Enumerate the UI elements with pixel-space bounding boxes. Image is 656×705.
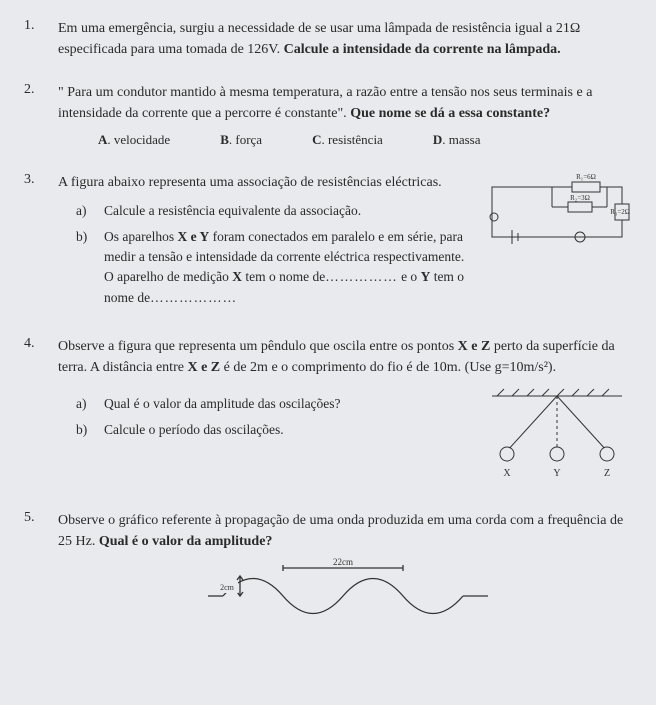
q4-a-label: a) — [76, 394, 94, 414]
q4-xz1: X e Z — [458, 339, 491, 354]
wave-diagram: 22cm 2cm — [208, 556, 488, 626]
question-1: 1. Em uma emergência, surgiu a necessida… — [24, 18, 632, 60]
r1-label: R₁=6Ω — [576, 173, 596, 181]
q3-a-text: Calcule a resistência equivalente da ass… — [104, 201, 472, 221]
q2-opt-d: D. massa — [433, 130, 481, 150]
q3-b-1: Os aparelhos — [104, 229, 177, 244]
q3-number: 3. — [24, 172, 44, 314]
amplitude-label: 2cm — [220, 583, 235, 592]
q4-b-label: b) — [76, 420, 94, 440]
pendulum-x-label: X — [503, 468, 511, 479]
r2-label: R₂=3Ω — [570, 194, 590, 202]
q2-opt-c: C. resistência — [312, 130, 383, 150]
exam-page: 1. Em uma emergência, surgiu a necessida… — [0, 0, 656, 705]
q1-text-a: Em uma emergência, surgiu a necessidade … — [58, 21, 580, 36]
pendulum-diagram: X Y Z — [482, 386, 632, 481]
q5-body: Observe o gráfico referente à propagação… — [58, 510, 632, 633]
q1-number: 1. — [24, 18, 44, 60]
q5-number: 5. — [24, 510, 44, 633]
question-4: 4. Observe a figura que representa um pê… — [24, 336, 632, 488]
question-2: 2. " Para um condutor mantido à mesma te… — [24, 82, 632, 150]
q4-sub-b: b) Calcule o período das oscilações. — [76, 420, 472, 440]
q3-b-label: b) — [76, 227, 94, 308]
question-3: 3. A figura abaixo representa uma associ… — [24, 172, 632, 314]
q3-b-y: Y — [421, 269, 431, 284]
q2-text-a: " Para um condutor mantido à mesma tempe… — [58, 85, 592, 100]
q4-text-a: Observe a figura que representa um pêndu… — [58, 339, 458, 354]
q2-options: A. velocidade B. força C. resistência D.… — [58, 130, 632, 150]
q3-intro: A figura abaixo representa uma associaçã… — [58, 175, 442, 190]
q2-opt-b: B. força — [220, 130, 262, 150]
q3-sub-b: b) Os aparelhos X e Y foram conectados e… — [76, 227, 472, 308]
q3-dots2: ……………… — [150, 290, 237, 305]
q2-opt-a: A. velocidade — [98, 130, 170, 150]
pendulum-y-label: Y — [553, 468, 560, 479]
q2-opt-d-text: massa — [449, 132, 481, 147]
q2-bold: Que nome se dá a essa constante? — [350, 106, 550, 121]
q2-opt-a-text: velocidade — [114, 132, 170, 147]
q3-b-3: tem o nome de — [242, 269, 325, 284]
wavelength-label: 22cm — [333, 557, 353, 567]
q4-sub-a: a) Qual é o valor da amplitude das oscil… — [76, 394, 472, 414]
q2-opt-c-text: resistência — [328, 132, 383, 147]
q2-text-b: intensidade da corrente que a percorre é… — [58, 106, 350, 121]
question-5: 5. Observe o gráfico referente à propaga… — [24, 510, 632, 633]
q4-xz2: X e Z — [187, 360, 220, 375]
q4-number: 4. — [24, 336, 44, 488]
q3-dots1: …………… — [325, 269, 398, 284]
q3-b-text: Os aparelhos X e Y foram conectados em p… — [104, 227, 472, 308]
q4-text-c: é de 2m e o comprimento do fio é de 10m.… — [220, 360, 556, 375]
q3-a-label: a) — [76, 201, 94, 221]
q5-bold: Qual é o valor da amplitude? — [99, 534, 273, 549]
q4-b-text: Calcule o período das oscilações. — [104, 420, 472, 440]
q1-body: Em uma emergência, surgiu a necessidade … — [58, 18, 632, 60]
circuit-diagram: R₁=6Ω R₂=3Ω R₃=2Ω — [482, 172, 632, 252]
q4-body: Observe a figura que representa um pêndu… — [58, 336, 632, 488]
pendulum-z-label: Z — [604, 468, 610, 479]
q1-text-b: especificada para uma tomada de 126V. — [58, 42, 284, 57]
q4-a-text: Qual é o valor da amplitude das oscilaçõ… — [104, 394, 472, 414]
r3-label: R₃=2Ω — [610, 208, 630, 216]
q3-sub-a: a) Calcule a resistência equivalente da … — [76, 201, 472, 221]
q3-b-xy: X e Y — [177, 229, 209, 244]
q3-b-4: e o — [398, 269, 421, 284]
q2-number: 2. — [24, 82, 44, 150]
q3-b-x: X — [232, 269, 242, 284]
q2-body: " Para um condutor mantido à mesma tempe… — [58, 82, 632, 150]
q3-body: A figura abaixo representa uma associaçã… — [58, 172, 632, 314]
q1-bold: Calcule a intensidade da corrente na lâm… — [284, 42, 561, 57]
q2-opt-b-text: força — [235, 132, 262, 147]
